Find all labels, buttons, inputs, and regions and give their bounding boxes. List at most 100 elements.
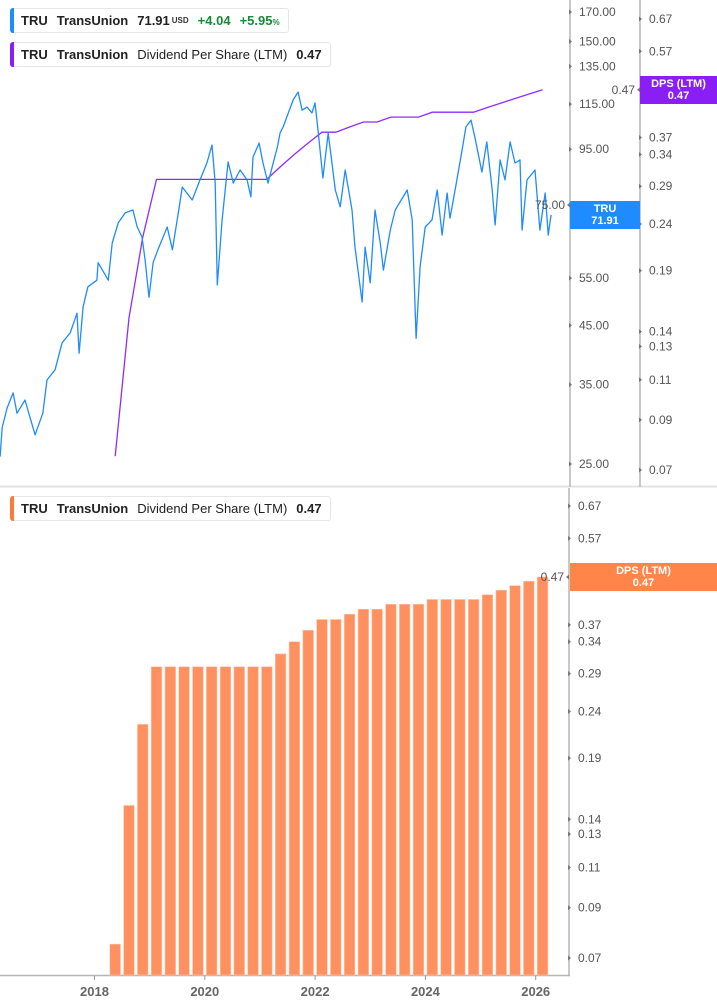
dps-axis-tick-bottom-marker bbox=[568, 639, 571, 645]
dps-bar[interactable] bbox=[206, 666, 218, 976]
dps-axis-tick-top: 0.47 bbox=[612, 83, 636, 97]
dps-bar[interactable] bbox=[137, 724, 149, 976]
dps-bar[interactable] bbox=[275, 653, 287, 976]
price-axis-tick-marker bbox=[569, 461, 572, 467]
price-axis-tick-marker bbox=[569, 63, 572, 69]
dps-axis-tick-top: 0.07 bbox=[649, 463, 673, 477]
legend-ticker: TRU bbox=[21, 47, 48, 62]
dps-axis-tick-bottom: 0.07 bbox=[578, 951, 602, 965]
legend-ticker: TRU bbox=[21, 13, 48, 28]
dps-axis-tick-bottom: 0.13 bbox=[578, 827, 602, 841]
price-badge-label: TRU bbox=[593, 203, 617, 215]
dps-bar[interactable] bbox=[481, 594, 494, 976]
dps-bar[interactable] bbox=[261, 666, 273, 976]
price-axis-tick-marker bbox=[569, 101, 572, 107]
dps-bar[interactable] bbox=[343, 613, 356, 976]
dps-axis-tick-top: 0.57 bbox=[649, 44, 673, 58]
dps-bar[interactable] bbox=[426, 599, 438, 976]
dps-axis-tick-top-marker bbox=[639, 343, 642, 349]
time-axis-tick: 2018 bbox=[80, 984, 109, 999]
price-axis-tick: 25.00 bbox=[579, 457, 609, 471]
pct-sign: % bbox=[272, 18, 280, 27]
dps-badge-value: 0.47 bbox=[632, 577, 655, 589]
legend-price-value: 71.91 bbox=[137, 13, 170, 28]
legend-change-pct: +5.95% bbox=[240, 13, 280, 28]
dps-badge-label: DPS (LTM) bbox=[616, 565, 671, 577]
dps-bar[interactable] bbox=[316, 619, 328, 976]
price-badge-value: 71.91 bbox=[591, 215, 619, 227]
dps-bar[interactable] bbox=[523, 580, 535, 976]
price-axis-tick: 95.00 bbox=[579, 142, 609, 156]
dps-axis-tick-top-marker bbox=[639, 183, 642, 189]
dps-bar[interactable] bbox=[109, 943, 121, 976]
legend-currency: USD bbox=[171, 16, 189, 25]
price-axis-tick-marker bbox=[569, 275, 572, 281]
legend-change: +4.04 bbox=[197, 13, 231, 28]
dps-bar[interactable] bbox=[509, 585, 521, 976]
dps-axis-tick-bottom-marker bbox=[568, 955, 571, 961]
dps-bar[interactable] bbox=[399, 603, 411, 976]
dps-axis-tick-top: 0.14 bbox=[649, 325, 673, 339]
dps-bar[interactable] bbox=[164, 666, 176, 976]
price-axis-tick: 150.00 bbox=[579, 35, 616, 49]
dps-axis-tick-bottom: 0.11 bbox=[578, 861, 601, 875]
legend-color-swatch bbox=[10, 496, 14, 521]
dps-axis-tick-bottom: 0.14 bbox=[578, 812, 602, 826]
dps-axis-tick-top: 0.37 bbox=[649, 131, 673, 145]
dps-axis-tick-bottom-marker bbox=[568, 503, 571, 509]
dps-bar[interactable] bbox=[371, 608, 383, 976]
dps-bar[interactable] bbox=[440, 599, 452, 976]
dps-bar[interactable] bbox=[536, 576, 549, 976]
legend-value: 0.47 bbox=[296, 47, 322, 62]
price-axis-tick-marker bbox=[569, 146, 572, 152]
legend-color-swatch bbox=[10, 42, 14, 67]
dps-axis-tick-top: 0.13 bbox=[649, 339, 673, 353]
dps-badge-value: 0.47 bbox=[667, 90, 690, 102]
price-axis-tick: 35.00 bbox=[579, 378, 609, 392]
dps-bar[interactable] bbox=[412, 603, 425, 976]
dps-axis-tick-bottom: 0.34 bbox=[578, 635, 602, 649]
legend-value: 0.47 bbox=[296, 501, 322, 516]
price-axis-tick: 45.00 bbox=[579, 318, 609, 332]
price-axis-tick: 55.00 bbox=[579, 271, 609, 285]
price-badge: TRU 71.91 bbox=[570, 201, 640, 229]
price-axis-tick-marker bbox=[569, 382, 572, 388]
dps-bar[interactable] bbox=[495, 589, 507, 976]
dps-axis-tick-top: 0.34 bbox=[649, 147, 673, 161]
dps-bar[interactable] bbox=[219, 666, 232, 976]
dps-bar[interactable] bbox=[330, 619, 342, 976]
dps-bar[interactable] bbox=[454, 599, 466, 976]
price-axis-tick-marker bbox=[569, 9, 572, 15]
legend-metric: Dividend Per Share (LTM) bbox=[137, 47, 288, 62]
dps-bar[interactable] bbox=[468, 599, 480, 976]
dps-axis-tick-bottom-marker bbox=[568, 905, 571, 911]
dps-line[interactable] bbox=[114, 89, 543, 457]
time-axis-tick: 2020 bbox=[190, 984, 219, 999]
dps-axis-tick-bottom: 0.67 bbox=[578, 499, 602, 513]
dps-axis-tick-bottom: 0.47 bbox=[541, 570, 565, 584]
dps-bar[interactable] bbox=[123, 805, 135, 976]
dps-axis-tick-bottom-marker bbox=[568, 708, 571, 714]
dps-bar[interactable] bbox=[247, 666, 259, 976]
dps-bar[interactable] bbox=[178, 666, 190, 976]
dps-bar[interactable] bbox=[233, 666, 245, 976]
time-axis-tick: 2026 bbox=[521, 984, 550, 999]
legend-price[interactable]: TRU TransUnion 71.91 USD +4.04 +5.95% bbox=[10, 8, 289, 33]
dps-axis-tick-top-marker bbox=[639, 329, 642, 335]
dps-axis-tick-bottom: 0.37 bbox=[578, 618, 602, 632]
legend-dps-top[interactable]: TRU TransUnion Dividend Per Share (LTM) … bbox=[10, 42, 331, 67]
time-axis-tick: 2024 bbox=[411, 984, 441, 999]
dps-bar[interactable] bbox=[385, 603, 397, 976]
dps-bar[interactable] bbox=[288, 641, 301, 976]
dps-axis-tick-top-marker bbox=[639, 417, 642, 423]
legend-dps-bottom[interactable]: TRU TransUnion Dividend Per Share (LTM) … bbox=[10, 496, 331, 521]
dps-axis-tick-bottom: 0.24 bbox=[578, 704, 602, 718]
dps-bar[interactable] bbox=[302, 630, 314, 976]
dps-bar[interactable] bbox=[357, 608, 369, 976]
dps-bar[interactable] bbox=[150, 666, 163, 976]
dps-bar[interactable] bbox=[192, 666, 204, 976]
dps-axis-tick-bottom-marker bbox=[568, 535, 571, 541]
dps-axis-tick-top: 0.29 bbox=[649, 179, 673, 193]
dps-axis-tick-bottom-marker bbox=[568, 816, 571, 822]
price-line[interactable] bbox=[0, 91, 552, 457]
